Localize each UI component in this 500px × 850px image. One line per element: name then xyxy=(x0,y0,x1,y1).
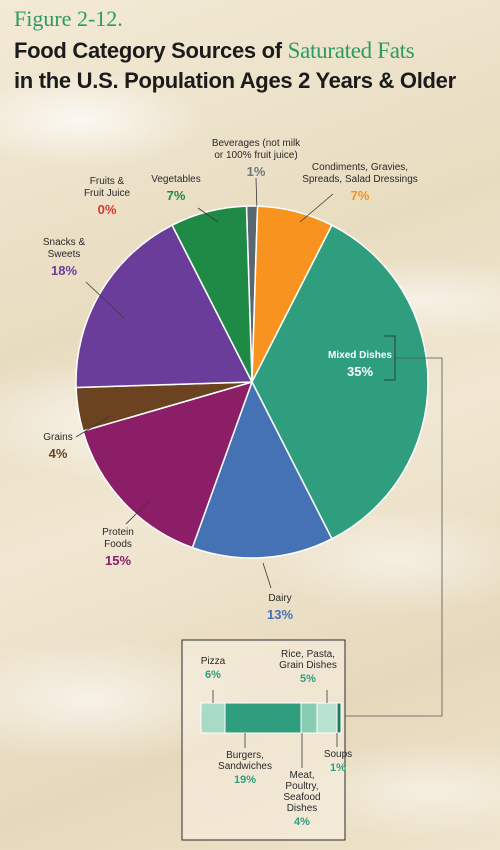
segment-label-burgers-sandwiches: Sandwiches xyxy=(218,761,272,772)
segment-label-burgers-sandwiches: Burgers, xyxy=(226,750,264,761)
slice-label-fruits-fruit-juice: Fruit Juice xyxy=(84,188,131,199)
mixed-dishes-breakdown-box xyxy=(181,639,346,841)
title-line2: in the U.S. Population Ages 2 Years & Ol… xyxy=(14,68,456,93)
segment-percent-burgers-sandwiches: 19% xyxy=(234,774,256,786)
slice-percent-snacks-sweets: 18% xyxy=(51,263,77,278)
slice-percent-dairy: 13% xyxy=(267,607,293,622)
title-part1: Food Category Sources of xyxy=(14,38,288,63)
slice-percent-fruits-fruit-juice: 0% xyxy=(98,202,117,217)
slice-label-vegetables: Vegetables xyxy=(151,174,201,185)
mixed-dishes-connector xyxy=(345,357,443,717)
pie-slice-protein-foods xyxy=(82,380,254,549)
bar-segment-pizza xyxy=(200,702,226,734)
slice-label-protein-foods: Foods xyxy=(104,539,132,550)
slice-label-beverages-not-milk-or-100-fruit-juice: Beverages (not milk xyxy=(212,138,301,149)
segment-label-meat-poultry-seafood-dishes: Dishes xyxy=(287,803,318,814)
leader-line-vegetables xyxy=(197,207,219,223)
slice-percent-protein-foods: 15% xyxy=(105,553,131,568)
segment-label-pizza: Pizza xyxy=(201,656,226,667)
segment-label-meat-poultry-seafood-dishes: Meat, xyxy=(289,770,314,781)
chart-title: Food Category Sources of Saturated Fats i… xyxy=(14,36,494,96)
slice-label-grains: Grains xyxy=(43,432,72,443)
pie-slice-dairy xyxy=(191,380,333,559)
segment-label-rice-pasta-grain-dishes: Rice, Pasta, xyxy=(281,649,335,660)
slice-percent-mixed-dishes: 35% xyxy=(347,364,373,379)
bar-segment-rice-pasta-grain-dishes xyxy=(316,702,338,734)
slice-percent-vegetables: 7% xyxy=(167,188,186,203)
leader-line-condiments-gravies-spreads-salad-dressings xyxy=(299,193,334,223)
slice-percent-grains: 4% xyxy=(49,446,68,461)
pie-slice-vegetables xyxy=(171,205,253,383)
bar-segment-meat-poultry-seafood-dishes xyxy=(300,702,318,734)
bar-segment-burgers-sandwiches xyxy=(224,702,302,734)
pie-slice-mixed-dishes xyxy=(251,224,429,540)
slice-label-condiments-gravies-spreads-salad-dressings: Spreads, Salad Dressings xyxy=(302,174,418,185)
slice-label-fruits-fruit-juice: Fruits & xyxy=(90,176,125,187)
segment-label-meat-poultry-seafood-dishes: Seafood xyxy=(283,792,320,803)
segment-label-rice-pasta-grain-dishes: Grain Dishes xyxy=(279,660,337,671)
leader-line-dairy xyxy=(262,562,272,589)
slice-label-mixed-dishes: Mixed Dishes xyxy=(328,350,392,361)
bar-segment-soups xyxy=(336,702,342,734)
figure-label: Figure 2-12. xyxy=(14,6,123,31)
segment-percent-meat-poultry-seafood-dishes: 4% xyxy=(294,816,310,828)
slice-percent-condiments-gravies-spreads-salad-dressings: 7% xyxy=(351,188,370,203)
slice-label-protein-foods: Protein xyxy=(102,527,134,538)
pie-slice-snacks-sweets xyxy=(75,224,254,389)
slice-label-beverages-not-milk-or-100-fruit-juice: or 100% fruit juice) xyxy=(214,150,297,161)
segment-percent-soups: 1% xyxy=(330,762,346,774)
leader-line-snacks-sweets xyxy=(85,281,125,319)
segment-percent-pizza: 6% xyxy=(205,669,221,681)
title-highlight: Saturated Fats xyxy=(287,38,415,63)
slice-label-condiments-gravies-spreads-salad-dressings: Condiments, Gravies, xyxy=(312,162,408,173)
slice-label-snacks-sweets: Snacks & xyxy=(43,237,86,248)
leader-line-grains xyxy=(75,415,111,438)
slice-label-dairy: Dairy xyxy=(268,593,291,604)
slice-label-snacks-sweets: Sweets xyxy=(48,249,81,260)
segment-label-soups: Soups xyxy=(324,749,352,760)
leader-line-protein-foods xyxy=(125,499,151,525)
slice-percent-beverages-not-milk-or-100-fruit-juice: 1% xyxy=(247,164,266,179)
segment-label-meat-poultry-seafood-dishes: Poultry, xyxy=(285,781,318,792)
segment-percent-rice-pasta-grain-dishes: 5% xyxy=(300,673,316,685)
